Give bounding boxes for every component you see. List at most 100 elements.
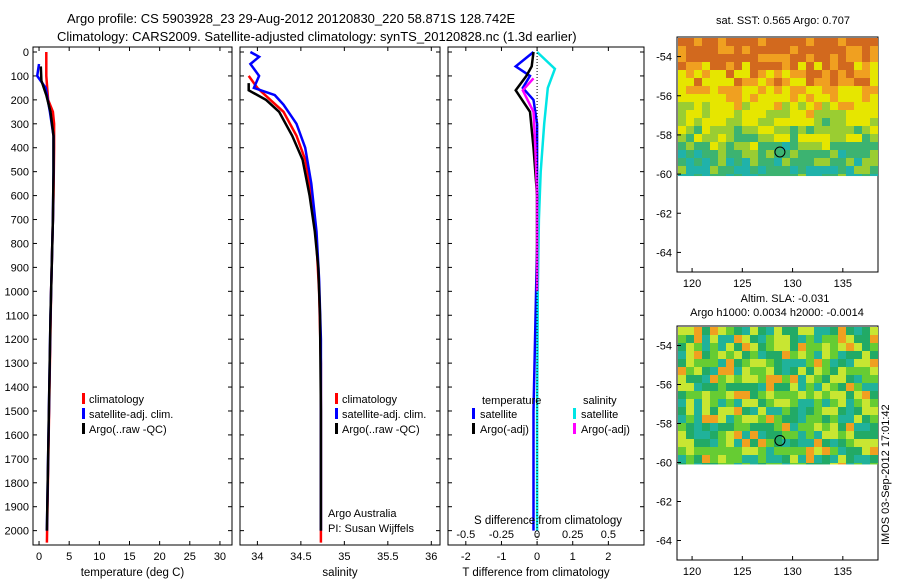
map-cell: [830, 142, 838, 150]
map-cell: [766, 391, 774, 399]
map-cell: [814, 439, 822, 447]
depth-tick-label: 800: [11, 238, 29, 250]
map-cell: [758, 351, 766, 359]
map-cell: [726, 102, 734, 110]
map-cell: [694, 134, 702, 142]
map-cell: [774, 54, 782, 62]
map-cell: [822, 359, 830, 367]
map-cell: [822, 327, 830, 335]
map-cell: [702, 150, 710, 158]
sla-map-subtitle: Argo h1000: 0.0034 h2000: -0.0014: [690, 307, 864, 319]
map-cell: [806, 70, 814, 78]
map-cell: [862, 174, 870, 177]
map-cell: [758, 54, 766, 62]
map-cell: [750, 407, 758, 415]
map-cell: [838, 102, 846, 110]
map-cell: [710, 166, 718, 174]
map-cell: [726, 150, 734, 158]
map-cell: [702, 423, 710, 431]
map-cell: [694, 375, 702, 383]
map-cell: [790, 94, 798, 102]
map-cell: [750, 110, 758, 118]
map-cell: [798, 391, 806, 399]
map-cell: [710, 78, 718, 86]
map-cell: [806, 38, 814, 46]
map-cell: [838, 166, 846, 174]
map-cell: [798, 142, 806, 150]
map-cell: [766, 166, 774, 174]
map-cell: [846, 407, 854, 415]
map-cell: [734, 431, 742, 439]
map-cell: [750, 439, 758, 447]
map-cell: [766, 415, 774, 423]
map-cell: [830, 359, 838, 367]
map-cell: [822, 150, 830, 158]
map-cell: [854, 351, 862, 359]
map-cell: [766, 327, 774, 335]
map-cell: [726, 415, 734, 423]
map-cell: [782, 431, 790, 439]
map-cell: [702, 463, 710, 465]
map-cell: [838, 70, 846, 78]
map-cell: [758, 399, 766, 407]
map-cell: [694, 70, 702, 78]
map-cell: [774, 463, 782, 465]
map-cell: [814, 70, 822, 78]
map-cell: [718, 455, 726, 463]
map-cell: [830, 174, 838, 177]
map-cell: [718, 327, 726, 335]
map-cell: [702, 70, 710, 78]
map-cell: [814, 62, 822, 70]
map-cell: [678, 174, 686, 177]
map-cell: [758, 174, 766, 177]
map-cell: [838, 62, 846, 70]
map-cell: [742, 415, 750, 423]
map-cell: [758, 150, 766, 158]
map-cell: [838, 134, 846, 142]
map-cell: [790, 166, 798, 174]
map-cell: [726, 134, 734, 142]
map-cell: [774, 78, 782, 86]
sla-map-title: Altim. SLA: -0.031: [741, 293, 830, 305]
map-cell: [838, 399, 846, 407]
map-cell: [686, 118, 694, 126]
map-cell: [710, 343, 718, 351]
map-cell: [862, 78, 870, 86]
map-cell: [766, 86, 774, 94]
map-cell: [710, 46, 718, 54]
map-cell: [846, 166, 854, 174]
map-cell: [750, 150, 758, 158]
map-cell: [726, 78, 734, 86]
map-cell: [830, 367, 838, 375]
map-cell: [790, 118, 798, 126]
map-cell: [814, 134, 822, 142]
map-cell: [846, 343, 854, 351]
map-cell: [726, 54, 734, 62]
map-cell: [798, 94, 806, 102]
map-cell: [790, 38, 798, 46]
map-cell: [790, 174, 798, 177]
map-cell: [822, 351, 830, 359]
map-cell: [734, 126, 742, 134]
map-cell: [750, 70, 758, 78]
map-x-tick-label: 135: [834, 278, 852, 290]
map-cell: [798, 70, 806, 78]
map-cell: [766, 70, 774, 78]
map-cell: [814, 166, 822, 174]
map-cell: [838, 327, 846, 335]
map-cell: [678, 86, 686, 94]
map-cell: [750, 46, 758, 54]
map-cell: [750, 415, 758, 423]
map-cell: [718, 407, 726, 415]
map-cell: [814, 343, 822, 351]
series-line: [247, 83, 323, 531]
map-cell: [726, 399, 734, 407]
x-axis-label: temperature (deg C): [81, 567, 185, 579]
map-cell: [870, 447, 878, 455]
map-cell: [726, 407, 734, 415]
map-cell: [798, 150, 806, 158]
map-cell: [678, 70, 686, 78]
map-cell: [678, 327, 686, 335]
depth-tick-label: 1400: [5, 382, 29, 394]
map-cell: [702, 166, 710, 174]
